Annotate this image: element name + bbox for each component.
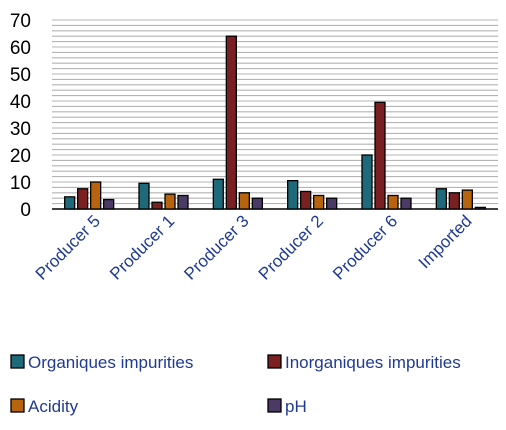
- x-category-label: Producer 2: [255, 211, 327, 283]
- bar-ph: [177, 194, 189, 210]
- legend-label: Organiques impurities: [28, 353, 193, 372]
- bar-acidity: [313, 194, 325, 210]
- bar-acidity: [461, 189, 473, 210]
- bar-organiques-impurities: [435, 188, 447, 210]
- legend-label: Acidity: [28, 397, 79, 416]
- y-tick-label: 10: [10, 173, 31, 194]
- bar-organiques-impurities: [138, 182, 150, 210]
- legend-label: pH: [285, 397, 307, 416]
- bar-acidity: [90, 181, 102, 210]
- bar-ph: [326, 197, 338, 210]
- bar-inorganiques-impurities: [374, 101, 386, 210]
- y-tick-label: 20: [10, 146, 31, 167]
- bar-inorganiques-impurities: [448, 192, 460, 210]
- x-category-label: Imported: [415, 211, 476, 272]
- category-labels: Producer 5 Producer 1 Producer 3 Producer 2…: [32, 211, 476, 283]
- bar-organiques-impurities: [64, 196, 76, 210]
- legend-swatch: [10, 398, 25, 413]
- y-tick-label: 0: [20, 200, 31, 221]
- x-category-label: Producer 3: [180, 211, 252, 283]
- x-category-label: Producer 1: [106, 211, 178, 283]
- y-tick-label: 70: [10, 11, 31, 32]
- bar-inorganiques-impurities: [151, 201, 163, 210]
- gridlines: [52, 19, 498, 210]
- bar-ph: [474, 206, 486, 210]
- legend-swatch: [10, 354, 25, 369]
- x-category-label: Producer 5: [32, 211, 104, 283]
- bar-organiques-impurities: [361, 154, 373, 210]
- bar-acidity: [238, 192, 250, 210]
- legend-swatch: [267, 398, 282, 413]
- legend: Organiques impurities Inorganiques impuri…: [10, 353, 461, 416]
- y-tick-label: 50: [10, 65, 31, 86]
- bar-acidity: [164, 193, 176, 210]
- bar-ph: [103, 198, 115, 210]
- bar-organiques-impurities: [212, 178, 224, 210]
- y-tick-label: 40: [10, 92, 31, 113]
- x-category-label: Producer 6: [329, 211, 401, 283]
- bar-inorganiques-impurities: [225, 35, 237, 210]
- bar-ph: [400, 197, 412, 210]
- bars: [64, 35, 486, 210]
- y-tick-label: 60: [10, 38, 31, 59]
- bar-inorganiques-impurities: [300, 190, 312, 210]
- bar-organiques-impurities: [287, 179, 299, 210]
- y-tick-label: 30: [10, 119, 31, 140]
- axes: 0 10 20 30 40 50 60 70: [10, 11, 498, 221]
- legend-swatch: [267, 354, 282, 369]
- bar-inorganiques-impurities: [77, 188, 89, 210]
- bar-acidity: [387, 194, 399, 210]
- bar-ph: [251, 197, 263, 210]
- legend-label: Inorganiques impurities: [285, 353, 461, 372]
